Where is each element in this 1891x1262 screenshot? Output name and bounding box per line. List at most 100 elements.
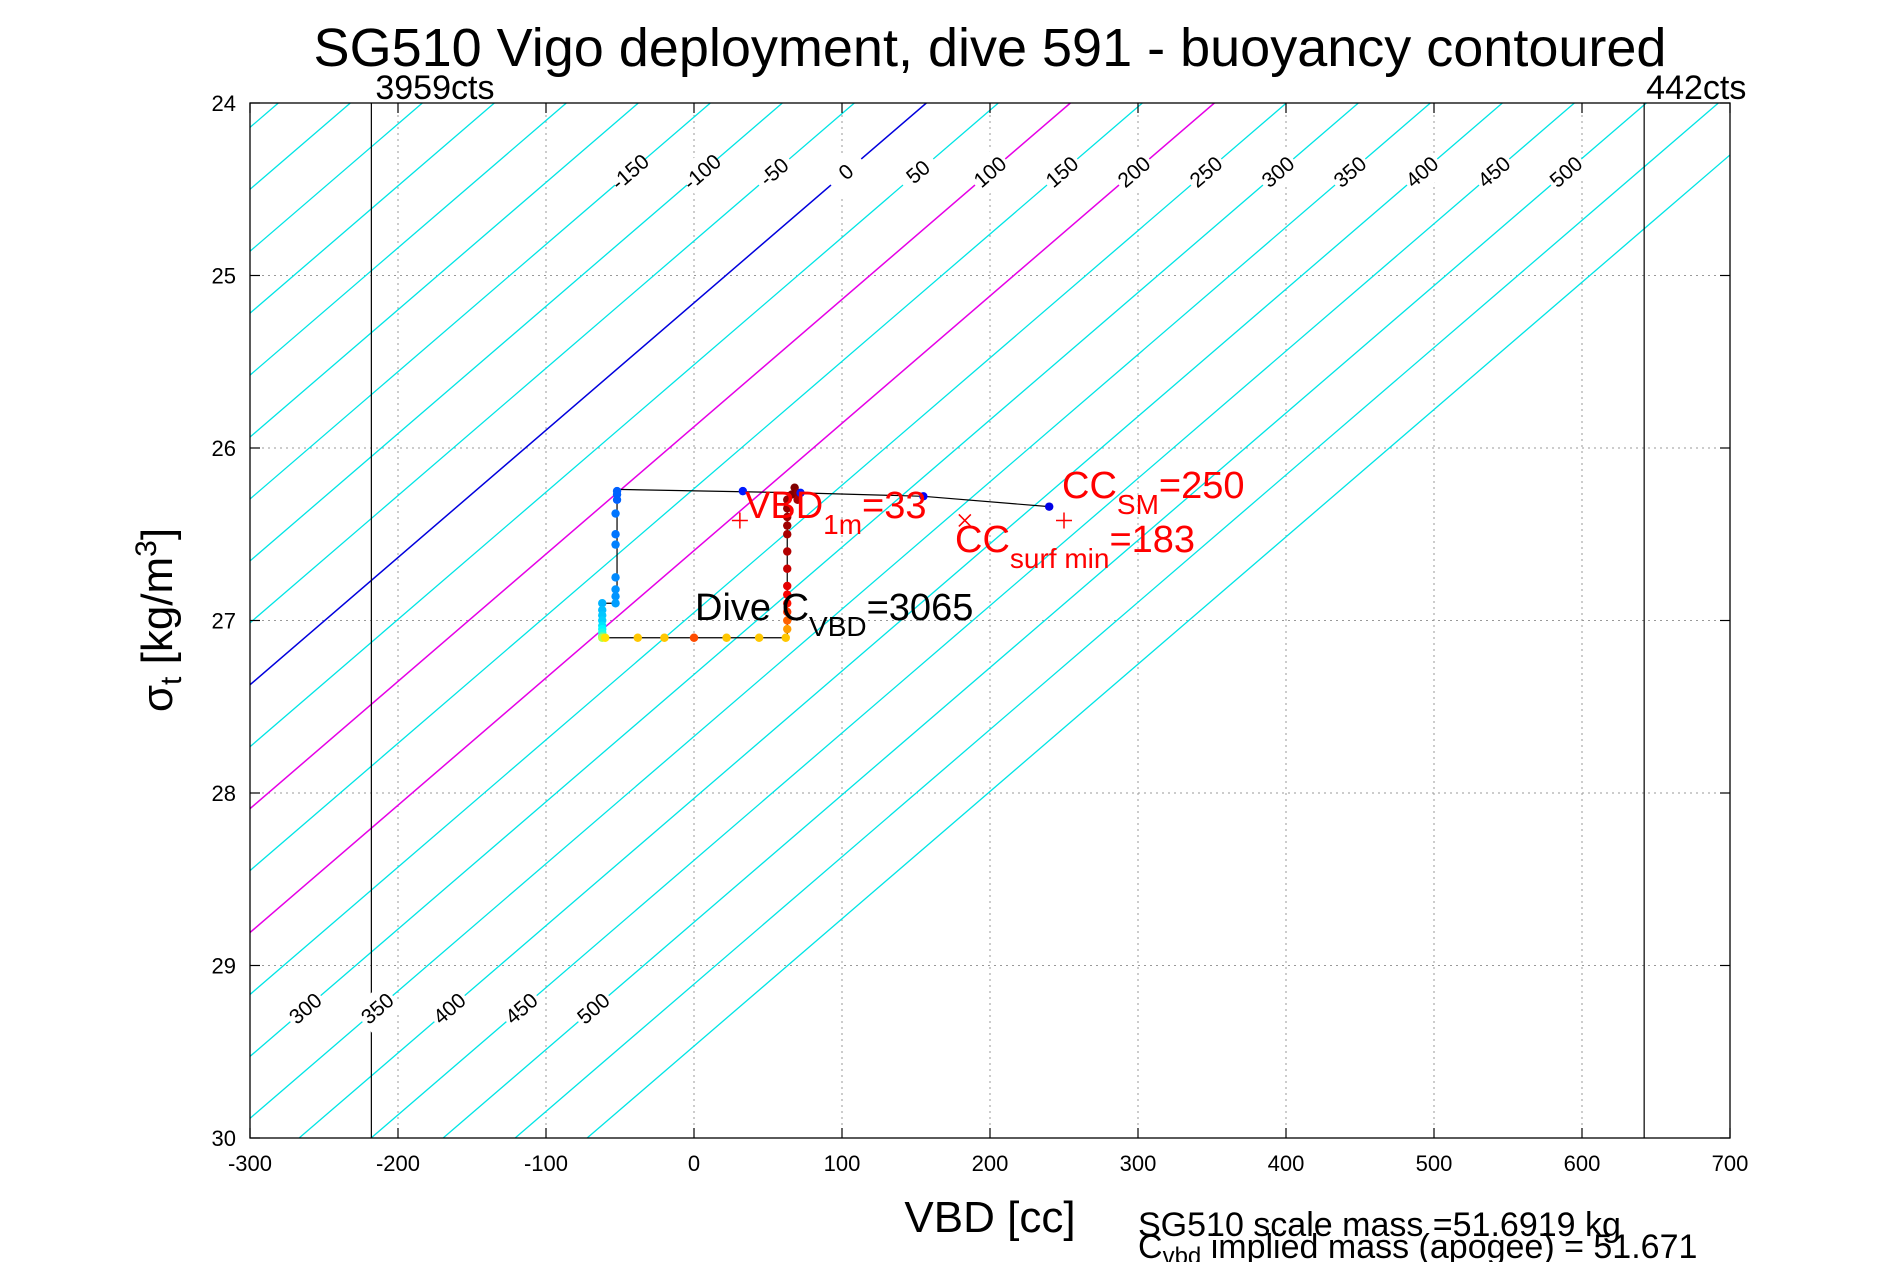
contour-label-bg bbox=[279, 983, 332, 1034]
x-axis-label: VBD [cc] bbox=[904, 1193, 1075, 1242]
data-point bbox=[783, 512, 792, 522]
contour-label: 400 bbox=[1402, 152, 1444, 192]
x-tick-label: -100 bbox=[524, 1151, 568, 1176]
contour-line bbox=[250, 103, 1287, 996]
data-point bbox=[611, 540, 620, 549]
y-tick-label: 27 bbox=[212, 609, 236, 634]
y-axis-ticks: 24 25 26 27 28 29 30 bbox=[212, 91, 1730, 1151]
plus-marker bbox=[1056, 512, 1072, 529]
data-point bbox=[611, 585, 620, 594]
annotation-cc-sm: CCSM=250 bbox=[1062, 465, 1244, 520]
footer-scale-mass: SG510 scale mass =51.6919 kg bbox=[1138, 1206, 1621, 1244]
x-tick-label: 100 bbox=[824, 1151, 861, 1176]
data-point bbox=[722, 633, 731, 642]
data-point bbox=[612, 495, 622, 504]
data-point bbox=[601, 633, 610, 642]
annotation-vbd-1m: VBD1m=33 bbox=[745, 485, 927, 540]
contour-label-bg bbox=[892, 146, 944, 198]
x-tick-label: 600 bbox=[1564, 1151, 1601, 1176]
contour-label-bg bbox=[676, 146, 728, 198]
contour-line bbox=[298, 103, 1503, 1138]
data-point bbox=[783, 547, 792, 556]
contour-label: 500 bbox=[573, 989, 615, 1029]
footer-implied-mass: Cvbd implied mass (apogee) = 51.671 bbox=[1138, 1228, 1697, 1262]
contour-label-bg bbox=[820, 146, 872, 198]
annotation-cc-surf-min: CCsurf min=183 bbox=[955, 519, 1195, 574]
contour-label: 400 bbox=[429, 989, 471, 1029]
contour-label-bg bbox=[1108, 146, 1160, 198]
cross-marker bbox=[958, 513, 972, 527]
contour-line bbox=[250, 103, 1359, 1058]
contour-label-bg bbox=[1324, 146, 1376, 198]
data-point bbox=[783, 564, 792, 573]
contour-label-bg bbox=[748, 146, 800, 198]
data-point bbox=[783, 530, 792, 539]
grid bbox=[250, 103, 1730, 1138]
contour-line bbox=[586, 154, 1730, 1138]
data-point bbox=[738, 486, 748, 496]
data-point bbox=[611, 509, 620, 518]
contour-label-bg bbox=[1396, 146, 1448, 198]
y-tick-label: 30 bbox=[212, 1126, 236, 1151]
data-point bbox=[660, 633, 669, 642]
data-point bbox=[919, 492, 928, 501]
x-tick-label: -300 bbox=[228, 1151, 272, 1176]
surface-path-line bbox=[617, 488, 1050, 508]
contour-label: 500 bbox=[1546, 152, 1588, 192]
data-point bbox=[689, 633, 699, 642]
x-tick-label: 300 bbox=[1120, 1151, 1157, 1176]
data-point bbox=[611, 599, 620, 608]
data-point bbox=[783, 504, 792, 513]
y-tick-label: 26 bbox=[212, 436, 236, 461]
contour-line bbox=[514, 103, 1719, 1138]
x-axis-ticks: -300 -200 -100 0 100 200 300 400 500 600 700 bbox=[228, 103, 1748, 1176]
x-tick-label: 400 bbox=[1268, 1151, 1305, 1176]
y-tick-label: 29 bbox=[212, 954, 236, 979]
contour-label-bg bbox=[1540, 146, 1592, 198]
contour-line bbox=[250, 103, 711, 500]
x-tick-label: 500 bbox=[1416, 1151, 1453, 1176]
data-point bbox=[754, 633, 764, 642]
data-point bbox=[611, 592, 620, 601]
contour-label: 150 bbox=[1042, 152, 1084, 192]
x-tick-label: 700 bbox=[1712, 1151, 1749, 1176]
dive-data-points bbox=[598, 483, 1054, 642]
contour-line bbox=[370, 103, 1575, 1138]
y-tick-label: 24 bbox=[212, 91, 236, 116]
contour-label-bg bbox=[964, 146, 1016, 198]
vbd-limit-lines: 3959cts 442cts bbox=[370, 69, 1746, 1138]
contour-line bbox=[250, 103, 927, 686]
data-point bbox=[796, 488, 805, 498]
data-point bbox=[1045, 502, 1054, 511]
data-point bbox=[611, 573, 620, 582]
x-tick-label: 200 bbox=[972, 1151, 1009, 1176]
contour-line bbox=[250, 103, 1431, 1120]
contour-label-bg bbox=[1252, 146, 1304, 198]
y-tick-label: 28 bbox=[212, 781, 236, 806]
data-point bbox=[611, 530, 620, 539]
contour-label-bg bbox=[1468, 146, 1520, 198]
contour-label: 450 bbox=[501, 989, 543, 1029]
contour-line bbox=[250, 103, 1071, 810]
y-tick-label: 25 bbox=[212, 264, 236, 289]
contour-label-bg bbox=[1036, 146, 1088, 198]
plus-marker bbox=[731, 512, 748, 529]
data-point bbox=[781, 633, 790, 642]
x-tick-label: 0 bbox=[688, 1151, 700, 1176]
contour-line bbox=[250, 103, 1143, 872]
vbd-limit-label: 442cts bbox=[1646, 69, 1746, 107]
contour-label: 350 bbox=[357, 989, 399, 1029]
data-point bbox=[633, 633, 642, 642]
contour-label-bg bbox=[1180, 146, 1232, 198]
contour-line bbox=[250, 103, 999, 748]
contour-label-bg bbox=[495, 983, 548, 1034]
contour-label-bg bbox=[567, 983, 620, 1034]
contour-label: 300 bbox=[1258, 152, 1300, 192]
data-point bbox=[783, 590, 792, 599]
x-tick-label: -200 bbox=[376, 1151, 420, 1176]
contour-label-bg bbox=[604, 146, 656, 198]
contour-line bbox=[250, 103, 495, 315]
contour-line bbox=[442, 103, 1647, 1138]
reference-markers bbox=[731, 512, 1072, 529]
contour-line bbox=[250, 103, 1215, 934]
